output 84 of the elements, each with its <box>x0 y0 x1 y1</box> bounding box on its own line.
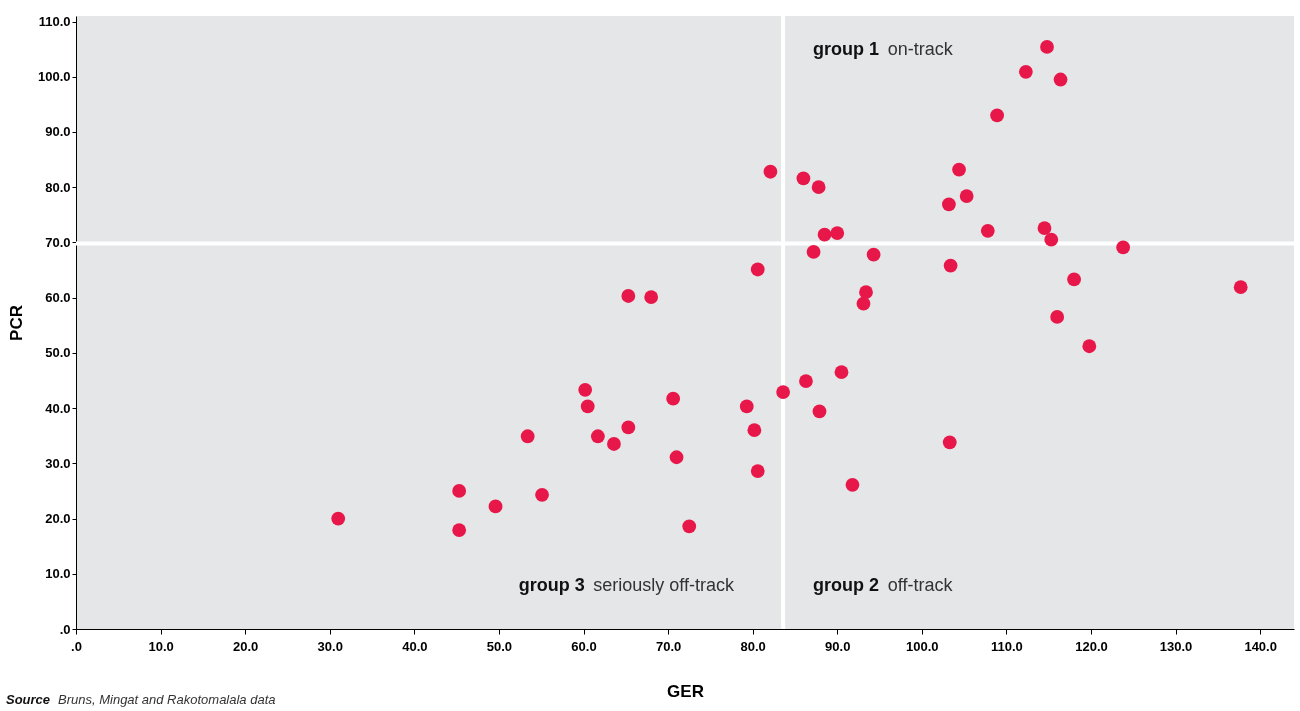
point <box>621 420 636 435</box>
point <box>942 435 957 450</box>
point <box>942 197 956 212</box>
point <box>980 223 995 238</box>
point <box>866 247 881 262</box>
point <box>750 262 765 277</box>
point <box>845 477 860 492</box>
point <box>811 180 826 195</box>
y-tick-label: 60.0 <box>45 290 71 306</box>
point <box>739 399 754 414</box>
point <box>1082 339 1097 354</box>
y-tick-label: 110.0 <box>38 14 71 30</box>
x-tick-label: 60.0 <box>571 638 597 654</box>
point <box>452 484 467 498</box>
point <box>763 164 778 179</box>
x-tick-label: 10.0 <box>148 638 174 654</box>
point <box>959 189 974 203</box>
point <box>1040 40 1054 54</box>
x-tick-label: 80.0 <box>740 638 766 654</box>
y-tick-label: 70.0 <box>45 234 71 250</box>
x-tick-label: 100.0 <box>906 638 939 654</box>
x-tick-label: 90.0 <box>825 638 851 654</box>
y-axis-title: PCR <box>6 305 26 341</box>
point <box>535 487 549 502</box>
point <box>990 108 1004 123</box>
x-tick-label: 70.0 <box>655 638 682 654</box>
y-tick-label: 90.0 <box>45 124 71 140</box>
point <box>331 511 346 526</box>
y-tick-label: 40.0 <box>45 400 71 416</box>
point <box>1233 280 1248 295</box>
point <box>796 171 811 186</box>
point <box>580 399 595 414</box>
point <box>578 383 593 397</box>
point <box>682 519 697 534</box>
point <box>817 227 832 242</box>
point <box>607 437 621 451</box>
y-tick-label: 100.0 <box>37 69 71 85</box>
point <box>830 226 845 240</box>
point <box>799 374 813 388</box>
point <box>590 429 605 444</box>
x-tick-label: 130.0 <box>1159 638 1193 654</box>
y-tick-label: 50.0 <box>45 345 71 361</box>
point <box>621 289 636 303</box>
x-tick-label: 40.0 <box>402 638 428 654</box>
annotation: group 3 seriously off-track <box>518 575 736 595</box>
point <box>452 523 467 538</box>
point <box>1067 272 1081 287</box>
y-tick-label: .0 <box>59 621 71 637</box>
point <box>1018 64 1033 79</box>
x-axis-title: GER <box>667 681 704 701</box>
x-tick-label: .0 <box>71 638 82 654</box>
point <box>943 258 958 273</box>
point <box>750 464 765 478</box>
point <box>856 296 871 311</box>
x-tick-label: 30.0 <box>317 638 343 654</box>
y-tick-label: 10.0 <box>45 566 71 582</box>
x-tick-label: 140.0 <box>1244 638 1277 654</box>
x-tick-label: 120.0 <box>1075 638 1108 654</box>
point <box>806 244 821 259</box>
point <box>859 285 873 299</box>
point <box>520 429 535 444</box>
x-tick-label: 20.0 <box>233 638 259 654</box>
y-tick-label: 20.0 <box>45 511 71 527</box>
point <box>952 162 966 177</box>
x-tick-label: 110.0 <box>991 638 1023 654</box>
point <box>644 290 659 304</box>
point <box>1037 221 1052 235</box>
annotation: group 2 off-track <box>813 575 954 595</box>
point <box>812 404 827 419</box>
annotation: group 1 on-track <box>813 39 954 59</box>
point <box>666 391 681 406</box>
point <box>747 423 762 438</box>
point <box>1053 72 1068 87</box>
source-note: Source Bruns, Mingat and Rakotomalala data <box>6 692 276 707</box>
point <box>1044 232 1059 247</box>
point <box>669 450 684 465</box>
point <box>1050 310 1065 324</box>
point <box>776 385 791 399</box>
point <box>834 365 849 380</box>
y-tick-label: 80.0 <box>45 179 71 195</box>
x-tick-label: 50.0 <box>486 638 513 654</box>
point <box>488 499 503 514</box>
y-tick-label: 30.0 <box>45 455 71 471</box>
point <box>1116 240 1131 255</box>
